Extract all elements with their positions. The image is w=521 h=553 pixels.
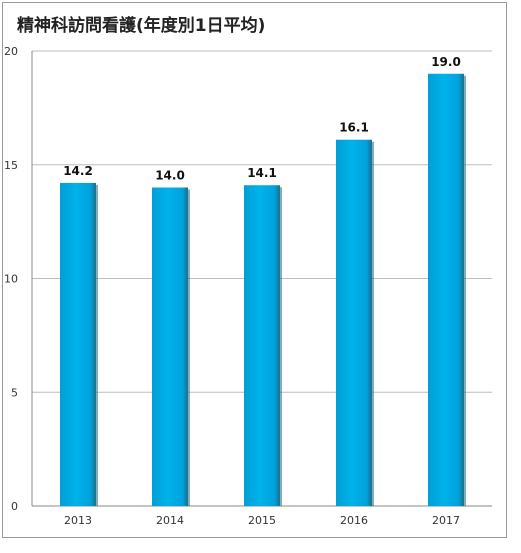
x-tick-label-2015: 2015 bbox=[248, 514, 276, 527]
data-label-2015: 14.1 bbox=[247, 166, 277, 180]
bar-2016 bbox=[336, 139, 372, 506]
y-tick-label: 20 bbox=[4, 45, 18, 58]
x-tick-label-2016: 2016 bbox=[340, 514, 368, 527]
data-label-2014: 14.0 bbox=[155, 169, 185, 183]
grid-layer: 0 5 10 15 20 bbox=[4, 45, 492, 513]
y-tick-label: 5 bbox=[11, 386, 18, 399]
bar-2014 bbox=[152, 187, 188, 506]
x-tick-label-2013: 2013 bbox=[64, 514, 92, 527]
bar-layer bbox=[60, 73, 466, 506]
bar-2017 bbox=[428, 73, 464, 506]
data-label-2016: 16.1 bbox=[339, 121, 369, 135]
bar-2013 bbox=[60, 182, 96, 506]
x-tick-label-2014: 2014 bbox=[156, 514, 184, 527]
y-tick-label: 10 bbox=[4, 273, 18, 286]
label-layer: 14.2 2013 14.0 2014 14.1 2015 16.1 2016 19.0 2017 bbox=[63, 55, 461, 527]
data-label-2017: 19.0 bbox=[431, 55, 461, 69]
bar-2015 bbox=[244, 185, 280, 506]
x-tick-label-2017: 2017 bbox=[432, 514, 460, 527]
data-label-2013: 14.2 bbox=[63, 164, 93, 178]
y-tick-label: 0 bbox=[11, 500, 18, 513]
y-tick-label: 15 bbox=[4, 159, 18, 172]
chart-title: 精神科訪問看護(年度別1日平均) bbox=[17, 16, 266, 36]
